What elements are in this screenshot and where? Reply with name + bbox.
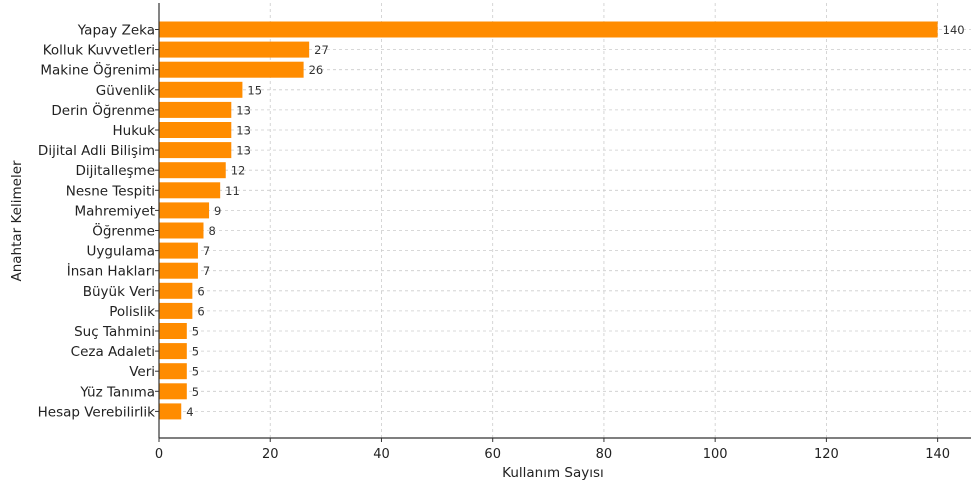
bar <box>159 41 310 58</box>
category-label: Nesne Tespiti <box>66 183 155 199</box>
category-label: Mahremiyet <box>74 203 155 219</box>
value-label: 12 <box>231 164 246 178</box>
bar <box>159 242 198 259</box>
bar <box>159 142 232 159</box>
category-label: Hesap Verebilirlik <box>38 404 156 420</box>
category-label: Polislik <box>109 304 155 320</box>
x-tick-label: 0 <box>155 447 163 462</box>
value-label: 5 <box>192 345 199 359</box>
x-tick-label: 120 <box>814 447 839 462</box>
category-label: Veri <box>129 364 155 380</box>
category-label: Uygulama <box>87 244 155 260</box>
value-label: 11 <box>225 184 240 198</box>
category-label: Güvenlik <box>96 83 155 99</box>
x-tick-label: 80 <box>596 447 613 462</box>
category-label: Yüz Tanıma <box>79 384 155 400</box>
bar <box>159 122 232 138</box>
value-label: 4 <box>186 405 193 419</box>
value-label: 5 <box>192 365 199 379</box>
x-tick-label: 60 <box>484 447 501 462</box>
value-label: 7 <box>203 244 210 258</box>
x-tick-label: 100 <box>703 447 728 462</box>
axes <box>155 3 971 442</box>
category-label: Derin Öğrenme <box>51 101 155 119</box>
value-label: 15 <box>247 83 262 97</box>
value-label: 27 <box>314 43 329 57</box>
category-label: Dijitalleşme <box>75 163 155 179</box>
value-label: 140 <box>943 23 965 37</box>
value-label: 6 <box>197 284 204 298</box>
value-label: 26 <box>309 63 324 77</box>
bar <box>159 383 187 400</box>
bar <box>159 61 304 78</box>
bar <box>159 21 938 38</box>
x-axis-title: Kullanım Sayısı <box>502 465 604 481</box>
category-label: Ceza Adaleti <box>71 344 155 360</box>
value-label: 13 <box>236 103 251 117</box>
x-tick-label: 140 <box>925 447 950 462</box>
bar <box>159 403 182 420</box>
category-label: Hukuk <box>113 123 156 139</box>
bar <box>159 101 232 118</box>
value-label: 8 <box>208 224 215 238</box>
bar <box>159 363 187 380</box>
bar <box>159 202 210 219</box>
value-labels: 140 27 26 15 13 13 13 12 11 9 8 7 7 6 6 5 5 5 5 4 <box>186 23 964 419</box>
bar <box>159 262 198 279</box>
bar <box>159 323 187 339</box>
value-label: 5 <box>192 325 199 339</box>
category-label: Yapay Zeka <box>77 23 155 39</box>
category-label: Kolluk Kuvvetleri <box>43 43 155 59</box>
category-labels: Yapay Zeka Kolluk Kuvvetleri Makine Öğreni… <box>38 23 156 421</box>
category-label: Suç Tahmini <box>74 324 155 340</box>
bar <box>159 343 187 360</box>
value-label: 13 <box>236 144 251 158</box>
category-label: İnsan Hakları <box>67 262 155 280</box>
value-label: 9 <box>214 204 221 218</box>
y-axis-title: Anahtar Kelimeler <box>9 160 25 282</box>
value-label: 7 <box>203 264 210 278</box>
bar <box>159 282 193 299</box>
x-tick-labels: 0 20 40 60 80 100 120 140 <box>155 447 950 462</box>
bar <box>159 182 221 199</box>
bars <box>159 21 938 420</box>
value-label: 5 <box>192 385 199 399</box>
x-tick-label: 20 <box>262 447 279 462</box>
bar <box>159 81 243 98</box>
value-label: 13 <box>236 124 251 138</box>
x-tick-label: 40 <box>373 447 390 462</box>
category-label: Büyük Veri <box>83 284 155 300</box>
bar <box>159 222 204 239</box>
category-label: Makine Öğrenimi <box>40 61 155 79</box>
category-label: Dijital Adli Bilişim <box>38 143 155 159</box>
bar <box>159 302 193 319</box>
bar <box>159 162 226 179</box>
category-label: Öğrenme <box>92 222 155 240</box>
value-label: 6 <box>197 304 204 318</box>
